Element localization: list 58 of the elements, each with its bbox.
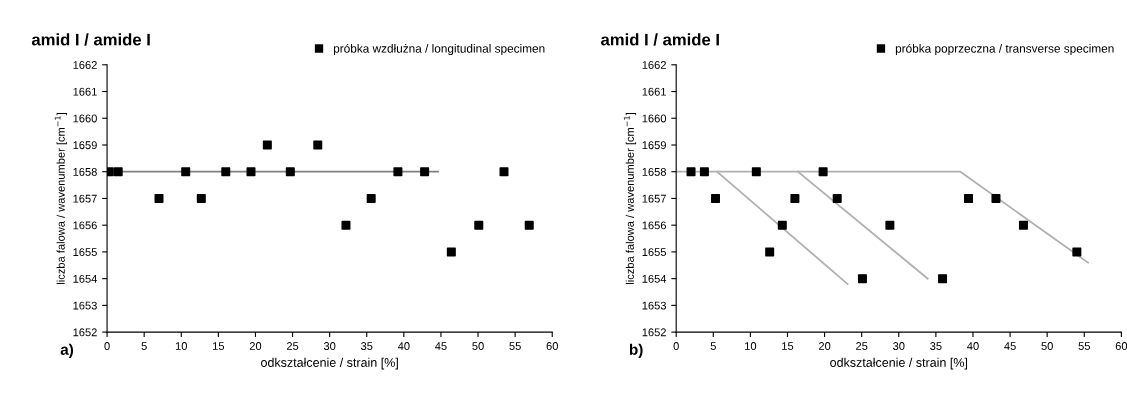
x-tick-label: 25 [286,342,299,350]
x-tick-label: 25 [856,342,868,350]
legend-label: próbka poprzeczna / transverse specimen [895,43,1114,56]
x-tick-label: 0 [673,342,679,350]
x-tick-label: 0 [104,342,110,350]
y-axis-title: liczba falowa / wavenumber [cm$^{−1}$] [623,113,637,284]
y-tick-label: 1660 [642,114,667,123]
y-tick-label: 1658 [642,167,666,176]
chart-title: amid I / amide I [601,33,719,46]
x-tick-label: 10 [745,342,757,350]
x-tick-label: 55 [509,342,521,350]
y-tick-label: 1657 [642,194,666,203]
y-tick-label: 1655 [642,248,667,257]
y-tick-label: 1653 [73,301,97,310]
y-tick-label: 1655 [73,248,97,257]
text: a) [60,343,74,358]
x-tick-label: 50 [472,342,484,350]
x-tick-label: 45 [435,342,447,350]
y-tick-label: 1657 [73,194,97,203]
y-tick-label: 1652 [73,328,97,337]
x-tick-label: 20 [818,342,831,350]
y-tick-label: 1661 [73,87,97,96]
x-tick-label: 15 [213,342,225,350]
y-axis-title: liczba falowa / wavenumber [cm$^{−1}$] [54,113,67,284]
x-tick-label: 30 [893,342,905,350]
legend-label: próbka wzdłużna / longitudinal specimen [333,43,545,56]
x-tick-label: 60 [546,342,558,350]
y-tick-label: 1654 [642,274,667,283]
x-tick-label: 10 [175,342,187,350]
x-tick-label: 35 [360,342,373,350]
y-tick-label: 1658 [73,167,97,176]
x-axis-title: odkształcenie / strain [%] [830,357,968,370]
x-tick-label: 5 [141,342,147,350]
x-tick-label: 40 [397,342,410,350]
x-tick-label: 40 [967,342,979,350]
y-tick-label: 1662 [73,61,97,69]
y-tick-label: 1656 [73,221,97,230]
x-tick-label: 50 [1041,342,1053,350]
y-tick-label: 1653 [642,301,666,310]
x-tick-label: 15 [782,342,794,350]
x-axis-title: odkształcenie / strain [%] [261,357,398,370]
text: b) [629,343,643,358]
x-tick-label: 60 [1115,342,1127,350]
x-tick-label: 45 [1004,342,1016,350]
y-tick-label: 1654 [73,274,98,283]
chart-title: amid I / amide I [31,33,150,46]
y-tick-label: 1656 [642,221,666,230]
x-tick-label: 5 [710,342,716,350]
y-tick-label: 1652 [642,328,666,337]
x-tick-label: 20 [249,342,262,350]
x-tick-label: 30 [323,342,336,350]
x-tick-label: 55 [1078,342,1090,350]
x-tick-label: 35 [930,342,942,350]
y-tick-label: 1659 [73,141,97,150]
y-tick-label: 1659 [642,141,666,150]
y-tick-label: 1661 [642,87,666,96]
y-tick-label: 1662 [642,61,666,69]
y-tick-label: 1660 [73,114,97,123]
